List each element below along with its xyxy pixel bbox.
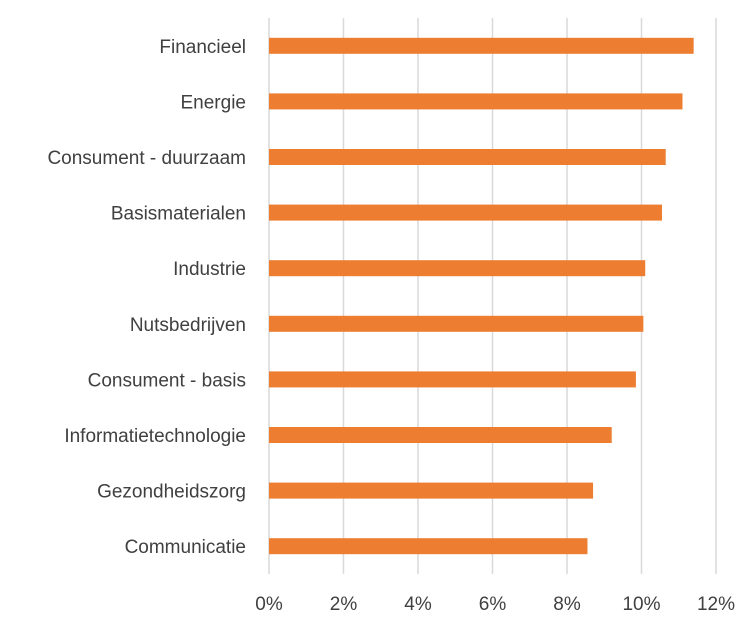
category-label-financieel: Financieel <box>159 37 246 58</box>
category-labels: Financieel Energie Consument - duurzaam Bas… <box>47 37 246 558</box>
category-label-nutsbedrijven: Nutsbedrijven <box>130 315 246 336</box>
category-label-communicatie: Communicatie <box>125 537 246 558</box>
category-label-basismaterialen: Basismaterialen <box>111 204 246 225</box>
bar-informatietechnologie <box>269 427 612 443</box>
category-label-consument-basis: Consument - basis <box>88 370 246 391</box>
bar-consument-basis <box>269 371 636 388</box>
x-tick-label: 12% <box>697 594 735 615</box>
x-tick-label: 10% <box>622 594 660 615</box>
category-label-consument-duurzaam: Consument - duurzaam <box>47 148 246 169</box>
bar-nutsbedrijven <box>269 315 644 332</box>
category-label-informatietechnologie: Informatietechnologie <box>64 426 246 447</box>
bar-industrie <box>269 260 646 277</box>
category-label-energie: Energie <box>181 92 247 113</box>
x-tick-label: 2% <box>330 594 358 615</box>
x-tick-label: 6% <box>479 594 507 615</box>
x-tick-label: 8% <box>553 594 581 615</box>
x-tick-label: 4% <box>404 594 432 615</box>
bar-basismaterialen <box>269 204 662 221</box>
x-tick-label: 0% <box>255 594 283 615</box>
bar-consument-duurzaam <box>269 149 666 165</box>
bar-gezondheidszorg <box>269 482 594 499</box>
bar-communicatie <box>269 538 588 555</box>
x-tick-labels: 0% 2% 4% 6% 8% 10% 12% <box>255 594 735 615</box>
bars <box>269 37 694 555</box>
bar-energie <box>269 93 683 110</box>
gridlines <box>268 18 717 574</box>
category-label-industrie: Industrie <box>173 259 246 280</box>
category-label-gezondheidszorg: Gezondheidszorg <box>97 482 246 503</box>
bar-financieel <box>269 37 694 54</box>
